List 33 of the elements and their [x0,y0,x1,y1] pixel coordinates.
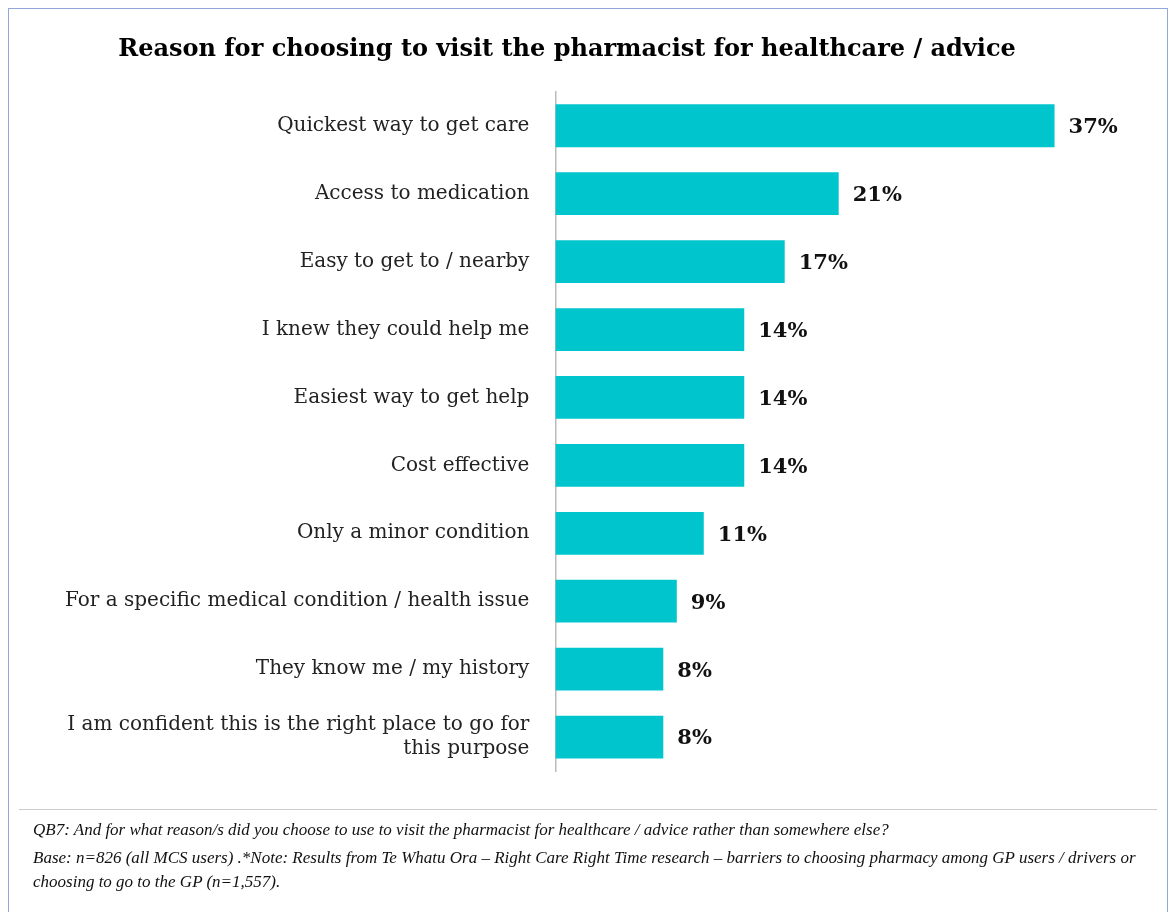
data-label: 21% [852,181,902,207]
bar [555,579,677,623]
y-tick-label: Easy to get to / nearby [299,247,531,272]
bar [555,511,704,555]
data-label: 9% [690,588,726,614]
text: Base: n=826 (all MCS users) .*Note: Results from Te Whatu Ora – Right Care Right Time research – barriers to choosing pharmacy among GP users / drivers or choosing to go to the GP (n=1,557). [33,847,1137,893]
y-tick-label: Access to medication [313,179,530,204]
y-tick-label: For a specific medical condition / health issue [64,587,530,612]
chart-title: Reason for choosing to visit the pharmacist for healthcare / advice [118,32,1016,62]
bar [555,172,839,216]
bar [555,376,745,419]
bar [555,715,664,759]
y-tick-label: Cost effective [390,451,530,476]
y-tick-label: I am confident this is the right place to go for this purpose [67,711,530,760]
bar [555,308,745,351]
text: QB7: And for what reason/s did you choose to use to visit the pharmacist for healthcare / advice rather than somewhere else? [33,819,890,841]
y-tick-label: I knew they could help me [261,315,530,340]
bar [555,104,1055,148]
y-tick-label: They know me / my history [255,655,531,680]
y-tick-label: Quickest way to get care [277,111,530,136]
data-label: 8% [677,724,712,750]
data-label: 11% [717,520,767,546]
y-tick-label: Only a minor condition [296,519,530,544]
data-label: 14% [758,384,808,410]
y-tick-label: Easiest way to get help [293,383,530,408]
data-label: 14% [758,316,808,342]
bar [555,443,745,487]
bar [555,240,785,283]
data-label: 17% [798,249,848,275]
data-label: 8% [677,656,712,682]
bar [555,647,664,691]
data-label: 14% [758,452,808,478]
data-label: 37% [1068,113,1118,139]
